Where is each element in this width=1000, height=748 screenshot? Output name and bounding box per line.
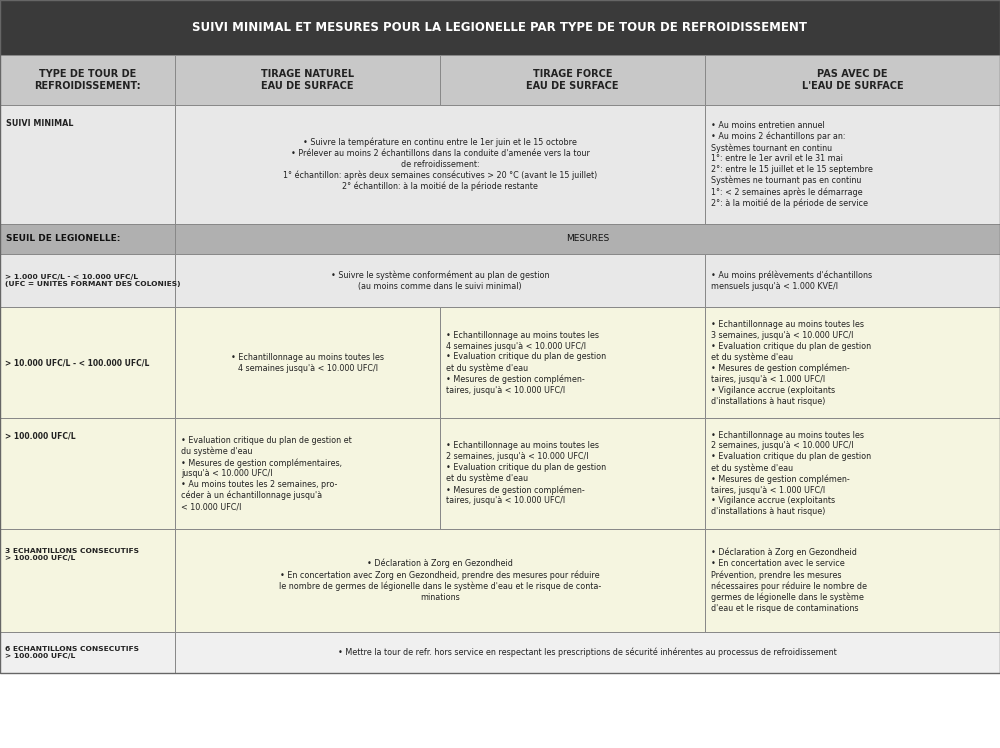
Text: TIRAGE FORCE
EAU DE SURFACE: TIRAGE FORCE EAU DE SURFACE bbox=[526, 69, 619, 91]
Bar bbox=[0, 55, 175, 105]
Bar bbox=[0, 307, 175, 418]
Text: TYPE DE TOUR DE
REFROIDISSEMENT:: TYPE DE TOUR DE REFROIDISSEMENT: bbox=[34, 69, 141, 91]
Text: • Suivre la température en continu entre le 1er juin et le 15 octobre
• Prélever: • Suivre la température en continu entre… bbox=[283, 138, 597, 191]
Bar bbox=[0, 418, 175, 529]
Bar bbox=[0, 105, 175, 224]
Text: SEUIL DE LEGIONELLE:: SEUIL DE LEGIONELLE: bbox=[6, 234, 120, 243]
Text: 6 ECHANTILLONS CONSECUTIFS
> 100.000 UFC/L: 6 ECHANTILLONS CONSECUTIFS > 100.000 UFC… bbox=[5, 646, 139, 659]
Bar bbox=[175, 224, 1000, 254]
Text: • Echantillonnage au moins toutes les
4 semaines jusqu'à < 10.000 UFC/l
• Evalua: • Echantillonnage au moins toutes les 4 … bbox=[446, 331, 606, 395]
Bar bbox=[175, 632, 1000, 673]
Bar bbox=[175, 254, 705, 307]
Text: > 10.000 UFC/L - < 100.000 UFC/L: > 10.000 UFC/L - < 100.000 UFC/L bbox=[5, 358, 149, 367]
Bar bbox=[175, 55, 440, 105]
Text: • Déclaration à Zorg en Gezondheid
• En concertation avec Zorg en Gezondheid, pr: • Déclaration à Zorg en Gezondheid • En … bbox=[279, 559, 601, 602]
Text: TIRAGE NATUREL
EAU DE SURFACE: TIRAGE NATUREL EAU DE SURFACE bbox=[261, 69, 354, 91]
Bar bbox=[175, 529, 705, 632]
Bar bbox=[175, 307, 440, 418]
Text: • Echantillonnage au moins toutes les
2 semaines, jusqu'à < 10.000 UFC/l
• Evalu: • Echantillonnage au moins toutes les 2 … bbox=[711, 431, 871, 516]
Text: SUIVI MINIMAL: SUIVI MINIMAL bbox=[6, 119, 74, 128]
Text: • Evaluation critique du plan de gestion et
du système d'eau
• Mesures de gestio: • Evaluation critique du plan de gestion… bbox=[181, 436, 352, 511]
Bar bbox=[440, 55, 705, 105]
Text: • Au moins prélèvements d'échantillons
mensuels jusqu'à < 1.000 KVE/l: • Au moins prélèvements d'échantillons m… bbox=[711, 270, 872, 291]
Text: > 100.000 UFC/L: > 100.000 UFC/L bbox=[5, 432, 76, 441]
Bar bbox=[705, 254, 1000, 307]
Text: • Au moins entretien annuel
• Au moins 2 échantillons par an:
Systèmes tournant : • Au moins entretien annuel • Au moins 2… bbox=[711, 121, 873, 208]
Bar bbox=[0, 254, 175, 307]
Text: • Echantillonnage au moins toutes les
2 semaines, jusqu'à < 10.000 UFC/l
• Evalu: • Echantillonnage au moins toutes les 2 … bbox=[446, 441, 606, 506]
Text: • Suivre le système conformément au plan de gestion
(au moins comme dans le suiv: • Suivre le système conformément au plan… bbox=[331, 270, 549, 291]
Bar bbox=[705, 105, 1000, 224]
Bar bbox=[175, 418, 440, 529]
Bar bbox=[175, 105, 705, 224]
Bar bbox=[0, 0, 1000, 55]
Bar bbox=[440, 307, 705, 418]
Text: SUIVI MINIMAL ET MESURES POUR LA LEGIONELLE PAR TYPE DE TOUR DE REFROIDISSEMENT: SUIVI MINIMAL ET MESURES POUR LA LEGIONE… bbox=[192, 21, 808, 34]
Text: MESURES: MESURES bbox=[566, 234, 609, 243]
Text: 3 ECHANTILLONS CONSECUTIFS
> 100.000 UFC/L: 3 ECHANTILLONS CONSECUTIFS > 100.000 UFC… bbox=[5, 548, 139, 561]
Text: • Echantillonnage au moins toutes les
3 semaines, jusqu'à < 10.000 UFC/l
• Evalu: • Echantillonnage au moins toutes les 3 … bbox=[711, 320, 871, 405]
Bar bbox=[705, 529, 1000, 632]
Bar bbox=[0, 529, 175, 632]
Text: • Echantillonnage au moins toutes les
4 semaines jusqu'à < 10.000 UFC/l: • Echantillonnage au moins toutes les 4 … bbox=[231, 353, 384, 373]
Text: > 1.000 UFC/L - < 10.000 UFC/L
(UFC = UNITES FORMANT DES COLONIES): > 1.000 UFC/L - < 10.000 UFC/L (UFC = UN… bbox=[5, 274, 180, 287]
Text: • Déclaration à Zorg en Gezondheid
• En concertation avec le service
Prévention,: • Déclaration à Zorg en Gezondheid • En … bbox=[711, 548, 867, 613]
Text: • Mettre la tour de refr. hors service en respectant les prescriptions de sécuri: • Mettre la tour de refr. hors service e… bbox=[338, 648, 837, 657]
Text: PAS AVEC DE
L'EAU DE SURFACE: PAS AVEC DE L'EAU DE SURFACE bbox=[802, 69, 903, 91]
Bar bbox=[0, 632, 175, 673]
Bar bbox=[705, 418, 1000, 529]
Bar bbox=[440, 418, 705, 529]
Bar bbox=[705, 55, 1000, 105]
Bar bbox=[705, 307, 1000, 418]
Bar bbox=[0, 224, 175, 254]
